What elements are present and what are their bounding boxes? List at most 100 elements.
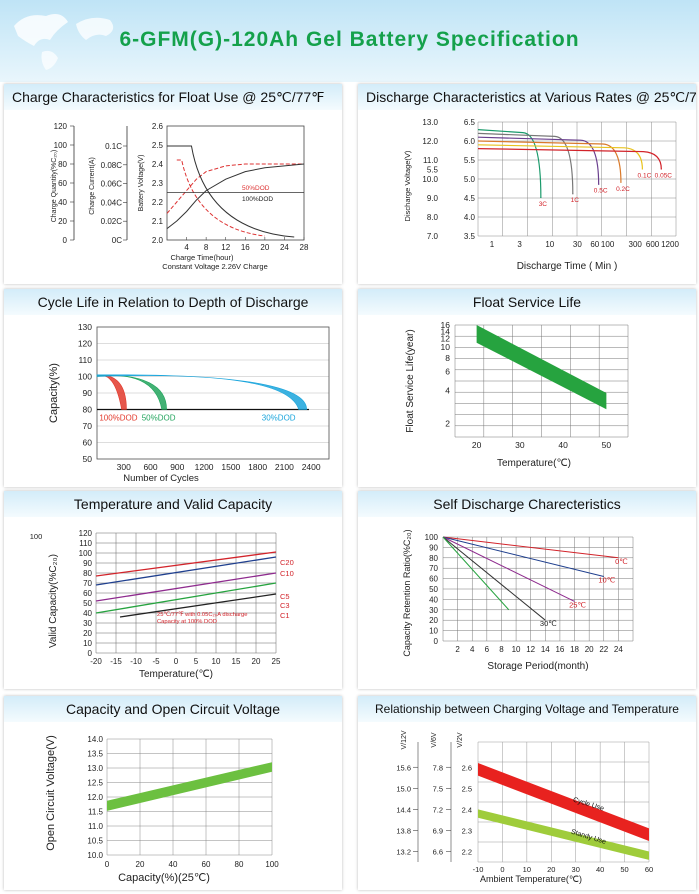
temp-x-tick: -10: [130, 657, 142, 666]
ocv-y-axis-label: Open Circuit Voltage(V): [45, 735, 57, 851]
cycle-band-3: [96, 374, 307, 410]
ocv-y-tick: 10.5: [87, 837, 103, 846]
charge-x-tick: 12: [221, 243, 230, 252]
discharge-x-tick: 100: [601, 240, 615, 249]
ocv-band: [107, 762, 272, 811]
temp-x-tick: -5: [152, 657, 160, 666]
discharge-x-tick: 3: [517, 240, 522, 249]
selfdis-y-tick: 30: [429, 606, 438, 615]
float-panel: Float Service Life 16 14 12 10 8 6 4 2 Float Ser…: [358, 289, 696, 487]
selfdis-series-label: 0℃: [615, 557, 628, 566]
charge-x-tick: 20: [260, 243, 269, 252]
temp-y-tick: 10: [83, 639, 92, 648]
selfdis-y-tick: 20: [429, 616, 438, 625]
ocv-y-tick: 11.0: [88, 822, 104, 831]
discharge-6v-tick: 6.0: [464, 137, 476, 146]
charge-quantity-tick: 80: [58, 160, 67, 169]
ocv-y-tick: 13.0: [87, 764, 103, 773]
charge-quantity-tick: 40: [58, 198, 67, 207]
float-life-band: [476, 325, 607, 410]
charge-panel: Charge Characteristics for Float Use @ 2…: [4, 84, 342, 284]
charge-quantity-axis-label: Charge Quantity(%C₂₀): [51, 150, 58, 223]
float-x-tick: 30: [515, 440, 525, 450]
chgvolt-y-tick: 6.9: [433, 826, 443, 835]
chgvolt-x-tick: 50: [620, 865, 628, 874]
temp-x-tick: 10: [212, 657, 221, 666]
discharge-x-axis-label: Discharge Time ( Min ): [517, 261, 618, 272]
charge-legend-100dod: 100%DOD: [242, 196, 273, 203]
chgvolt-x-tick: -10: [473, 865, 484, 874]
cycle-x-tick: 1200: [195, 462, 214, 472]
selfdis-x-tick: 24: [614, 645, 623, 654]
world-map-icon: [14, 14, 114, 70]
temp-series-3: [95, 572, 277, 602]
discharge-series-label: 3C: [539, 201, 548, 208]
ocv-x-tick: 20: [136, 860, 145, 869]
charge-voltage-series-2: [166, 163, 305, 229]
cycle-y-tick: 120: [78, 339, 92, 349]
selfdis-y-tick: 40: [429, 595, 438, 604]
chgvolt-x-tick: 20: [547, 865, 555, 874]
ocv-x-tick: 80: [235, 860, 244, 869]
ocv-panel: Capacity and Open Circuit Voltage 14.0 13…: [4, 696, 342, 890]
ocv-chart: 14.0 13.5 13.0 12.5 12.0 11.5 11.0 10.5 10.0 Open…: [45, 735, 279, 884]
cycle-panel: Cycle Life in Relation to Depth of Disch…: [4, 289, 342, 487]
discharge-x-tick: 1200: [661, 240, 679, 249]
discharge-6v-tick: 5.5: [464, 156, 476, 165]
float-y-axis-label: Float Service Life(year): [405, 329, 416, 432]
chgvolt-y-tick: 15.0: [396, 784, 411, 793]
charge-voltage-tick: 2.0: [152, 236, 164, 245]
charge-quantity-tick: 20: [58, 217, 67, 226]
discharge-12v-extra-tick: 5.5: [427, 166, 439, 175]
selfdis-y-tick: 100: [425, 533, 439, 542]
float-y-tick: 16: [441, 320, 451, 330]
discharge-x-tick: 1: [490, 240, 495, 249]
chgvolt-y-tick: 7.8: [433, 763, 443, 772]
discharge-6v-tick: 4.0: [464, 213, 476, 222]
discharge-panel-title: Discharge Characteristics at Various Rat…: [358, 84, 696, 110]
temp-x-tick: 15: [232, 657, 241, 666]
float-y-tick: 10: [441, 342, 451, 352]
temp-y-tick: 50: [83, 599, 92, 608]
float-y-tick: 6: [445, 366, 450, 376]
cycle-y-tick: 70: [83, 421, 93, 431]
cycle-x-tick: 900: [170, 462, 184, 472]
charge-legend-50dod: 50%DOD: [242, 185, 270, 192]
selfdis-x-tick: 4: [470, 645, 475, 654]
temp-series-label: C5: [280, 592, 290, 601]
chgvolt-x-tick: 40: [596, 865, 604, 874]
discharge-x-tick: 30: [573, 240, 582, 249]
charge-voltage-tick: 2.1: [152, 217, 164, 226]
temp-series-4: [95, 582, 277, 614]
charge-voltage-tick: 2.6: [152, 122, 164, 131]
discharge-series-label: 0.05C: [655, 173, 673, 180]
selfdis-x-tick: 10: [512, 645, 521, 654]
selfdis-x-tick: 16: [555, 645, 564, 654]
temp-y-tick: 0: [88, 649, 93, 658]
charge-current-100dod: [167, 145, 295, 238]
selfdis-series-3: [442, 536, 575, 602]
cycle-y-tick: 60: [83, 438, 93, 448]
chgvolt-y-tick: 2.2: [462, 847, 472, 856]
temp-y-tick: 110: [79, 539, 92, 548]
temp-x-tick: 5: [194, 657, 199, 666]
chgvolt-panel: Relationship between Charging Voltage an…: [358, 696, 696, 890]
plot-frame: [96, 326, 330, 460]
temp-panel-title: Temperature and Valid Capacity: [4, 491, 342, 517]
cycle-x-axis-label: Number of Cycles: [123, 473, 199, 484]
temp-x-tick: 20: [252, 657, 261, 666]
discharge-x-tick: 60: [590, 240, 599, 249]
float-x-tick: 20: [472, 440, 482, 450]
discharge-12v-tick: 13.0: [422, 118, 438, 127]
selfdis-x-tick: 6: [485, 645, 490, 654]
selfdis-y-axis-label: Capacity Retention Ratio(%C₂₀): [402, 529, 412, 656]
ocv-x-axis-label: Capacity(%)(25℃): [118, 872, 210, 884]
float-x-axis-label: Temperature(℃): [497, 458, 571, 469]
charge-panel-title: Charge Characteristics for Float Use @ 2…: [4, 84, 342, 110]
discharge-series-6: [477, 148, 662, 170]
ocv-y-tick: 11.5: [88, 808, 104, 817]
temp-x-tick: 25: [272, 657, 281, 666]
ocv-y-tick: 12.5: [87, 779, 103, 788]
charge-x-tick: 28: [300, 243, 309, 252]
